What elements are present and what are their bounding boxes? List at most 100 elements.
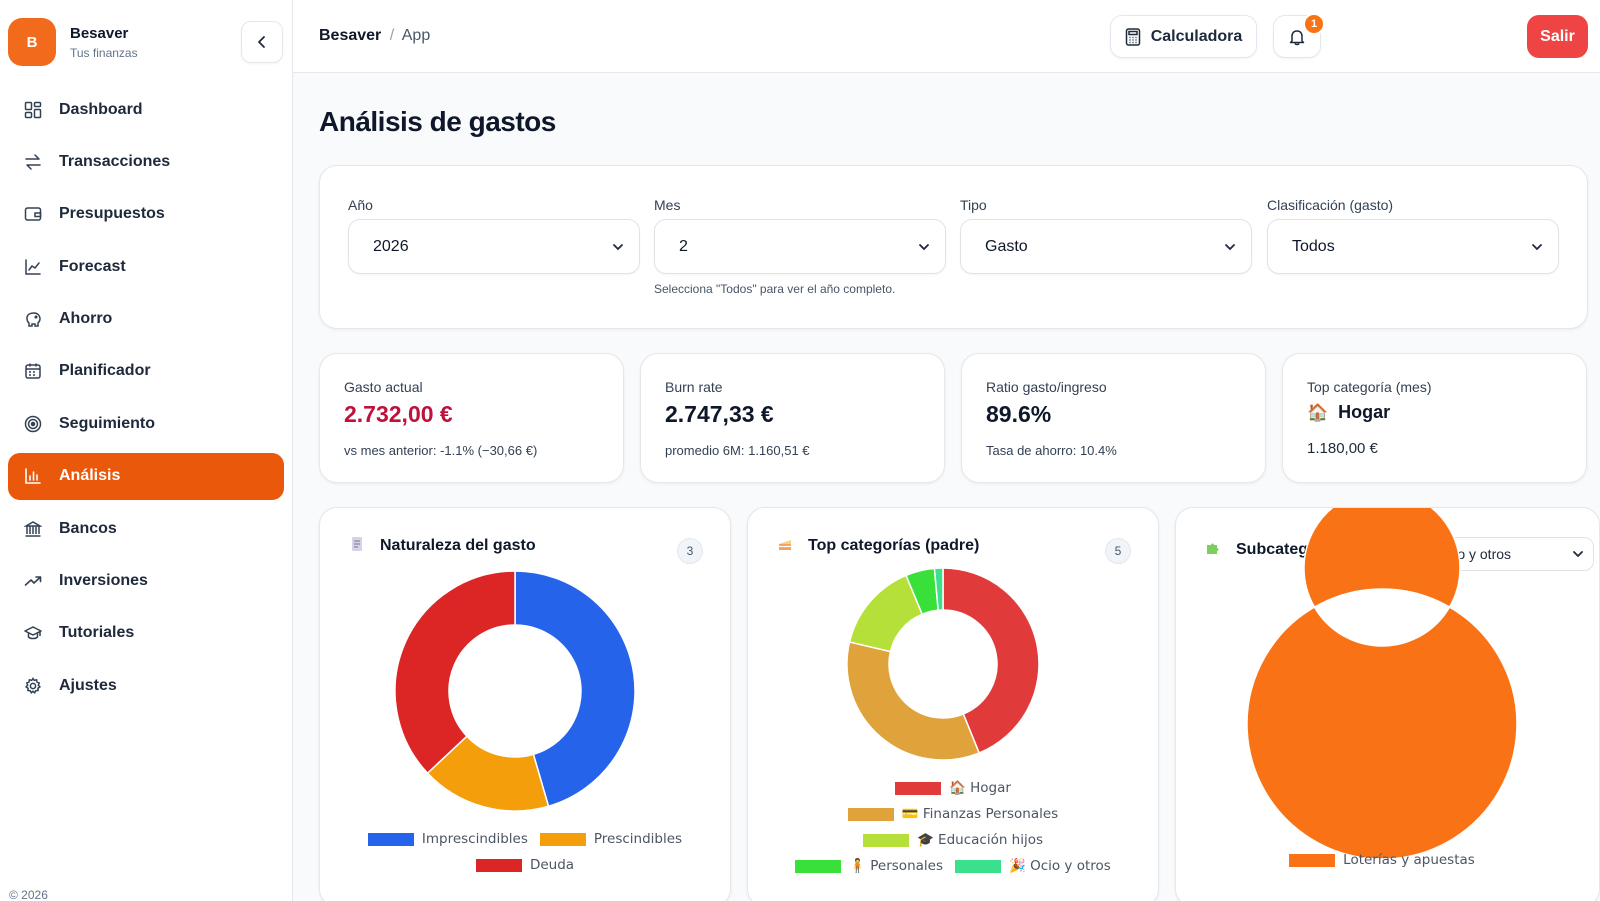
sidebar-item-label: Transacciones — [59, 152, 171, 170]
select-value: Gasto — [985, 237, 1028, 255]
kpi-category-name: Hogar — [1338, 402, 1391, 422]
legend-item[interactable]: 💳 Finanzas Personales — [847, 806, 1058, 822]
sidebar-item-bancos[interactable]: Bancos — [8, 505, 284, 552]
house-icon: 🏠 — [1307, 402, 1329, 422]
brand[interactable]: B Besaver Tus finanzas — [8, 18, 138, 66]
calculator-label: Calculadora — [1150, 27, 1243, 45]
sidebar: B Besaver Tus finanzas Dashboard Transac… — [0, 0, 293, 901]
page-title: Análisis de gastos — [319, 106, 556, 137]
donut-slice[interactable] — [514, 570, 636, 808]
chart-subcategorias: Subcategorías 1 🎉 Ocio y otros Loterías … — [1175, 507, 1600, 901]
cake-icon — [776, 536, 794, 555]
donut-slice[interactable] — [933, 567, 944, 612]
sidebar-item-inversiones[interactable]: Inversiones — [8, 558, 284, 605]
donut-slice[interactable] — [394, 570, 516, 775]
notifications-button[interactable] — [1273, 15, 1321, 58]
sidebar-item-planificador[interactable]: Planificador — [8, 348, 284, 395]
sidebar-item-label: Inversiones — [59, 572, 148, 590]
legend-item[interactable]: Prescindibles — [539, 831, 682, 847]
donut-slice[interactable] — [1246, 508, 1518, 860]
chart-title: Naturaleza del gasto — [380, 536, 536, 554]
kpi-value: 1.180,00 € — [1307, 440, 1378, 457]
classification-select[interactable]: Todos — [1267, 219, 1559, 274]
chevron-down-icon — [1532, 243, 1542, 250]
legend-item[interactable]: 🧍 Personales — [795, 858, 943, 874]
gear-icon — [23, 676, 43, 696]
kpi-burn-rate: Burn rate 2.747,33 € promedio 6M: 1.160,… — [640, 353, 945, 483]
sidebar-item-seguimiento[interactable]: Seguimiento — [8, 400, 284, 447]
sidebar-item-label: Seguimiento — [59, 414, 156, 432]
sidebar-item-ahorro[interactable]: Ahorro — [8, 296, 284, 343]
kpi-subtext: promedio 6M: 1.160,51 € — [665, 443, 810, 458]
sidebar-item-tutoriales[interactable]: Tutoriales — [8, 610, 284, 657]
kpi-subtext: Tasa de ahorro: 10.4% — [986, 443, 1117, 458]
chevron-down-icon — [919, 243, 929, 250]
legend-item[interactable]: 🏠 Hogar — [895, 780, 1011, 796]
sidebar-nav: Dashboard Transacciones Presupuestos For… — [8, 86, 284, 715]
legend-label: 🏠 Hogar — [949, 780, 1011, 796]
calculator-button[interactable]: Calculadora — [1110, 15, 1257, 58]
filter-label: Año — [348, 197, 373, 213]
sidebar-item-label: Ahorro — [59, 310, 113, 328]
select-value: 2 — [679, 237, 688, 255]
logout-button[interactable]: Salir — [1527, 15, 1588, 58]
legend-label: 🧍 Personales — [849, 858, 943, 874]
kpi-label: Top categoría (mes) — [1307, 379, 1432, 395]
month-hint: Selecciona "Todos" para ver el año compl… — [654, 282, 896, 296]
kpi-subtext: vs mes anterior: -1.1% (−30,66 €) — [344, 443, 538, 458]
chart-top-categorias: Top categorías (padre) 5 🏠 Hogar 💳 Finan… — [747, 507, 1159, 901]
legend-item[interactable]: Loterías y apuestas — [1289, 852, 1475, 868]
type-select[interactable]: Gasto — [960, 219, 1252, 274]
sidebar-footer: © 2026 — [9, 888, 48, 901]
legend-item[interactable]: 🎉 Ocio y otros — [954, 858, 1111, 874]
sidebar-item-label: Ajustes — [59, 676, 117, 694]
target-icon — [23, 414, 43, 434]
chart-header: Top categorías (padre) — [776, 536, 979, 555]
legend-swatch — [475, 858, 522, 872]
legend-item[interactable]: 🎓 Educación hijos — [862, 832, 1043, 848]
breadcrumb-separator: / — [389, 27, 395, 44]
brand-subtitle: Tus finanzas — [70, 45, 138, 60]
sidebar-item-forecast[interactable]: Forecast — [8, 243, 284, 290]
filter-label: Mes — [654, 197, 681, 213]
chart-count-badge: 3 — [677, 538, 703, 564]
chevron-down-icon — [1225, 243, 1235, 250]
legend-label: Deuda — [529, 857, 575, 873]
chart-count-badge: 5 — [1105, 538, 1131, 564]
topbar: Besaver / App Calculadora 1 Salir — [293, 0, 1600, 73]
sidebar-item-ajustes[interactable]: Ajustes — [8, 662, 284, 709]
sidebar-item-analisis[interactable]: Análisis — [8, 452, 284, 500]
wallet-icon — [23, 204, 43, 224]
breadcrumb-root[interactable]: Besaver — [319, 27, 382, 44]
bank-icon — [23, 519, 43, 539]
kpi-label: Gasto actual — [344, 379, 423, 395]
legend-item[interactable]: Deuda — [475, 857, 575, 873]
sidebar-item-label: Bancos — [59, 519, 117, 537]
sidebar-item-label: Dashboard — [59, 100, 143, 118]
filter-label: Tipo — [960, 197, 987, 213]
graduation-cap-icon — [23, 623, 43, 643]
sidebar-item-label: Tutoriales — [59, 624, 135, 642]
sidebar-item-presupuestos[interactable]: Presupuestos — [8, 191, 284, 238]
chevron-down-icon — [1573, 551, 1583, 558]
sidebar-item-label: Planificador — [59, 362, 151, 380]
kpi-label: Burn rate — [665, 379, 723, 395]
donut-slice[interactable] — [942, 567, 1040, 754]
month-select[interactable]: 2 — [654, 219, 946, 274]
collapse-sidebar-button[interactable] — [241, 21, 283, 63]
legend-item[interactable]: Imprescindibles — [367, 831, 528, 847]
chart-legend: Loterías y apuestas — [1176, 847, 1588, 873]
sidebar-item-label: Presupuestos — [59, 205, 165, 223]
donut-slice[interactable] — [846, 641, 981, 761]
sidebar-item-label: Análisis — [59, 467, 121, 485]
year-select[interactable]: 2026 — [348, 219, 640, 274]
filters-card: Año 2026 Mes 2 Selecciona "Todos" para v… — [319, 165, 1588, 329]
arrows-exchange-icon — [23, 152, 43, 172]
legend-swatch — [1289, 853, 1336, 867]
kpi-top-category: Top categoría (mes) 🏠 Hogar 1.180,00 € — [1282, 353, 1587, 483]
filter-classification: Clasificación (gasto) Todos — [1267, 197, 1559, 274]
filter-type: Tipo Gasto — [960, 197, 1252, 274]
kpi-gasto-actual: Gasto actual 2.732,00 € vs mes anterior:… — [319, 353, 624, 483]
sidebar-item-dashboard[interactable]: Dashboard — [8, 86, 284, 133]
sidebar-item-transacciones[interactable]: Transacciones — [8, 138, 284, 185]
